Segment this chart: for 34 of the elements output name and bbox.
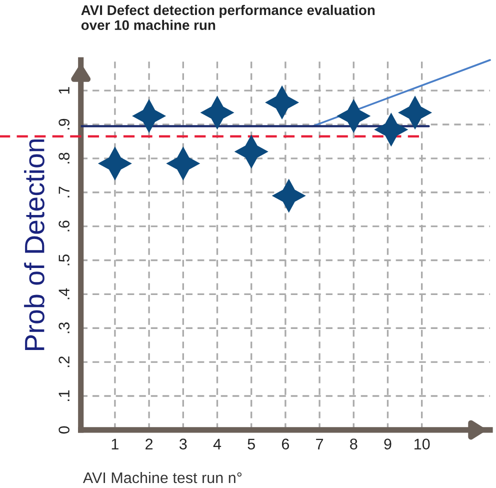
x-tick-label: 10 [414, 438, 430, 450]
x-tick-label: 3 [179, 438, 187, 450]
point [374, 112, 408, 147]
point [272, 178, 306, 213]
point [132, 99, 166, 134]
y-tick-label: .6 [58, 220, 70, 232]
point [98, 146, 132, 181]
y-tick-label: .9 [58, 118, 70, 130]
y-tick-label: .3 [58, 322, 70, 334]
y-tick-label: 0 [58, 426, 70, 434]
y-tick-label: .7 [58, 186, 70, 198]
point [200, 96, 234, 130]
point [336, 99, 371, 134]
point [398, 96, 432, 130]
x-tick-label: 5 [248, 438, 255, 450]
x-tick-label: 7 [316, 438, 324, 450]
x-tick-label: 2 [146, 438, 153, 450]
y-tick-label: .5 [58, 254, 70, 266]
y-tick-label: .4 [58, 288, 70, 300]
x-tick-label: 4 [213, 438, 222, 450]
y-tick-label: 1 [58, 87, 70, 94]
x-tick-label: 6 [282, 438, 290, 450]
x-tick-label: 1 [112, 438, 118, 450]
x-axis-title: AVI Machine test run n° [82, 472, 242, 484]
point [166, 146, 200, 181]
x-tick-label: 9 [384, 438, 392, 450]
x-tick-label: 8 [350, 438, 358, 450]
y-tick-label: .8 [58, 152, 70, 164]
y-axis-title: Prob of Detection [24, 139, 44, 350]
y-tick-label: .1 [58, 390, 70, 401]
point [234, 134, 268, 169]
chart-title: AVI Defect detection performance evaluation over 10 machine run [81, 4, 375, 30]
y-tick-label: .2 [58, 356, 70, 368]
point [265, 85, 300, 120]
